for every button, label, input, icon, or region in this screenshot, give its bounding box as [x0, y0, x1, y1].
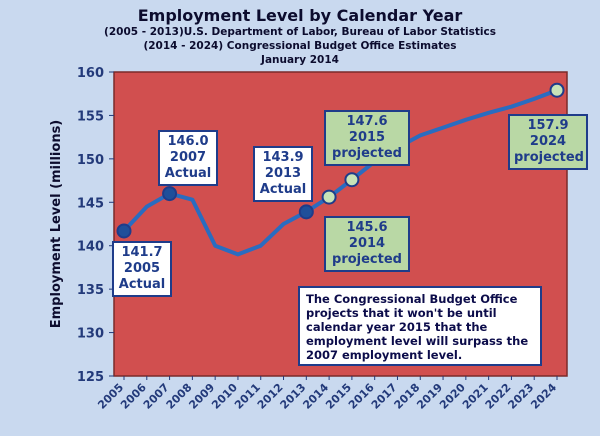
callout-2014-projected: 145.6 2014 projected: [324, 216, 410, 272]
callout-value: 146.0: [167, 134, 209, 149]
data-point-2014: [321, 189, 337, 205]
chart-subtitle-3: January 2014: [261, 54, 339, 66]
y-tick-label: 135: [77, 283, 104, 298]
callout-label: Actual: [164, 166, 212, 181]
callout-year: 2015: [348, 130, 386, 145]
callout-value: 145.6: [346, 220, 388, 235]
callout-2005-actual: 141.7 2005 Actual: [112, 241, 172, 297]
callout-label: projected: [332, 146, 402, 161]
data-point-2005: [116, 223, 132, 239]
y-tick-label: 145: [77, 196, 104, 211]
chart-subtitle-1: (2005 - 2013)U.S. Department of Labor, B…: [104, 26, 496, 38]
callout-label: projected: [514, 150, 584, 165]
data-point-2007: [162, 186, 178, 202]
y-tick-label: 140: [77, 240, 104, 255]
callout-value: 143.9: [262, 150, 304, 165]
callout-label: Actual: [118, 277, 166, 292]
callout-year: 2005: [123, 261, 161, 276]
data-point-2015: [344, 172, 360, 188]
callout-value: 157.9: [527, 118, 569, 133]
callout-value: 141.7: [121, 245, 163, 260]
y-tick-label: 160: [77, 66, 104, 81]
y-tick-label: 130: [77, 327, 104, 342]
callout-year: 2007: [169, 150, 207, 165]
callout-2024-projected: 157.9 2024 projected: [508, 114, 588, 170]
x-tick-label: 2024: [528, 381, 559, 412]
y-axis-label: Employment Level (millions): [49, 120, 64, 329]
callout-label: projected: [332, 252, 402, 267]
series-line: [122, 88, 558, 257]
callout-year: 2024: [529, 134, 567, 149]
chart-title: Employment Level by Calendar Year: [137, 6, 463, 25]
y-tick-label: 125: [77, 370, 104, 385]
data-point-2013: [298, 204, 314, 220]
y-tick-label: 150: [77, 153, 104, 168]
callout-year: 2013: [264, 166, 302, 181]
callout-2007-actual: 146.0 2007 Actual: [158, 130, 218, 186]
callout-2015-projected: 147.6 2015 projected: [324, 110, 410, 166]
data-point-2024: [549, 82, 565, 98]
y-tick-label: 155: [77, 109, 104, 124]
callout-2013-actual: 143.9 2013 Actual: [253, 146, 313, 202]
chart-subtitle-2: (2014 - 2024) Congressional Budget Offic…: [143, 40, 457, 52]
callout-value: 147.6: [346, 114, 388, 129]
cbo-note: The Congressional Budget Office projects…: [298, 286, 542, 366]
callout-label: Actual: [259, 182, 307, 197]
callout-year: 2014: [348, 236, 386, 251]
